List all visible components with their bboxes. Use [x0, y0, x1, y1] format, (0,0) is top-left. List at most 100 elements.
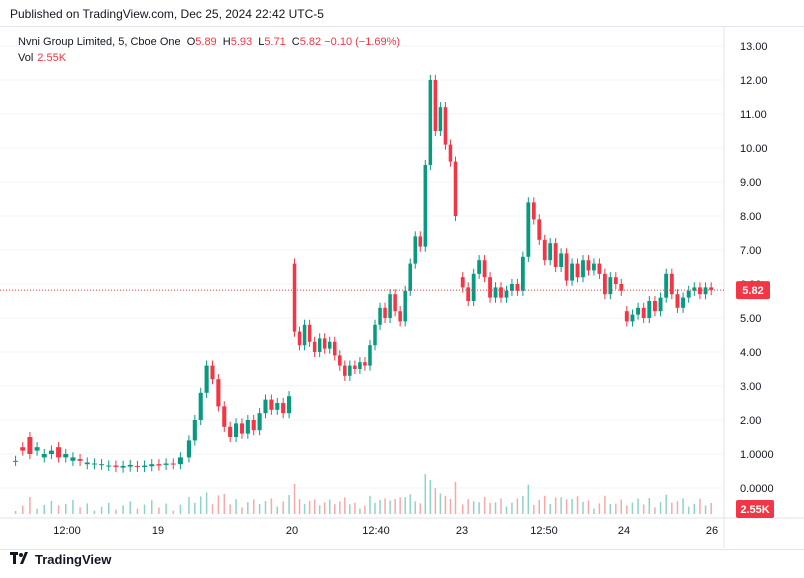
- candle-body: [393, 294, 397, 312]
- volume-bar: [247, 502, 249, 514]
- candle-body: [542, 239, 547, 261]
- price-tick-label: 0.0000: [740, 483, 774, 495]
- high-label: H: [222, 36, 231, 48]
- volume-bar: [72, 499, 74, 514]
- volume-bar: [384, 498, 386, 514]
- volume-bar: [505, 506, 508, 514]
- candle-body: [526, 202, 531, 257]
- price-tick-label: 5.00: [740, 313, 761, 325]
- volume-bar: [444, 495, 447, 514]
- candle-body: [398, 311, 402, 322]
- candle-body: [460, 277, 465, 288]
- candle-body: [504, 290, 509, 298]
- candle-body: [163, 463, 169, 465]
- candle-body: [630, 314, 635, 322]
- price-tick-label: 3.00: [740, 381, 761, 393]
- price-tick-label: 8.00: [740, 211, 761, 223]
- volume-bar: [598, 503, 601, 514]
- volume-bar: [172, 510, 174, 514]
- volume-bar: [676, 501, 679, 514]
- high-value: 5.93: [230, 36, 253, 48]
- volume-bar: [276, 506, 279, 514]
- time-tick-label: 12:40: [362, 525, 390, 537]
- volume-bar: [704, 505, 707, 514]
- candle-body: [149, 464, 155, 467]
- volume-bar: [516, 498, 519, 514]
- volume-bar: [270, 498, 273, 514]
- candle-body: [127, 464, 133, 467]
- last-volume-badge: [736, 500, 774, 518]
- candle-body: [368, 345, 372, 366]
- volume-bar: [538, 499, 541, 514]
- volume-bar: [108, 502, 110, 514]
- volume-bar: [522, 496, 524, 514]
- volume-bar: [409, 494, 411, 514]
- candle-body: [106, 465, 112, 467]
- volume-bar: [50, 500, 53, 514]
- time-tick-label: 26: [706, 525, 718, 537]
- volume-bar: [93, 510, 96, 514]
- candle-body: [453, 161, 458, 216]
- candle-body: [77, 459, 83, 461]
- candle-body: [641, 307, 646, 318]
- volume-bar: [86, 503, 88, 514]
- volume-bar: [472, 501, 475, 514]
- candle-body: [413, 236, 418, 264]
- candle-body: [383, 307, 387, 318]
- candle-body: [559, 253, 564, 267]
- price-tick-label: 12.00: [740, 75, 768, 87]
- candle-body: [228, 426, 233, 437]
- volume-bar: [313, 499, 316, 514]
- volume-bar: [609, 504, 612, 514]
- candle-body: [608, 277, 613, 295]
- candle-body: [697, 287, 702, 295]
- candle-body: [613, 277, 618, 284]
- symbol-legend: Nvni Group Limited, 5, Cboe One O5.89 H5…: [18, 36, 400, 48]
- candle-body: [275, 403, 280, 410]
- volume-bar: [642, 504, 645, 514]
- brand-name: TradingView: [35, 552, 112, 567]
- candle-body: [477, 260, 482, 274]
- candle-body: [378, 307, 382, 325]
- volume-bar: [631, 502, 634, 514]
- volume-bar: [549, 504, 551, 514]
- volume-bar: [344, 497, 346, 514]
- volume-bar: [648, 498, 651, 514]
- candle-body: [192, 420, 197, 441]
- volume-bar: [223, 493, 226, 514]
- candle-body: [84, 462, 90, 465]
- volume-bar: [424, 474, 427, 514]
- candle-body: [438, 107, 443, 131]
- tradingview-brand[interactable]: TradingView: [10, 552, 111, 567]
- volume-bar: [151, 500, 153, 514]
- volume-bar: [179, 504, 182, 514]
- volume-bar: [654, 507, 656, 514]
- candle-body: [703, 287, 708, 295]
- open-value: 5.89: [195, 36, 217, 48]
- candle-body: [592, 263, 596, 271]
- chart-frame: [0, 26, 804, 550]
- candle-body: [619, 284, 624, 291]
- volume-bar: [554, 497, 557, 514]
- price-tick-label: 13.00: [740, 41, 768, 53]
- price-chart[interactable]: 0.00001.00002.003.004.005.006.007.008.00…: [0, 26, 804, 548]
- volume-bar: [79, 507, 81, 514]
- volume-bar: [379, 500, 381, 514]
- volume-bar: [394, 499, 396, 514]
- candle-body: [602, 273, 607, 295]
- volume-bar: [323, 502, 326, 514]
- low-label: L: [258, 36, 265, 48]
- symbol-name: Nvni Group Limited, 5, Cboe One: [18, 36, 181, 48]
- volume-bar: [665, 494, 667, 514]
- candle-body: [418, 236, 423, 247]
- volume-bar: [439, 493, 442, 514]
- candle-body: [652, 301, 657, 312]
- price-tick-label: 9.00: [740, 177, 761, 189]
- volume-bar: [500, 498, 502, 514]
- candle-body: [99, 464, 105, 466]
- volume-bar: [429, 480, 432, 514]
- change-value: −0.10 (−1.69%): [324, 36, 401, 48]
- last-price-badge: [736, 281, 770, 300]
- published-note: Published on TradingView.com, Dec 25, 20…: [10, 7, 324, 21]
- volume-bar: [205, 492, 208, 514]
